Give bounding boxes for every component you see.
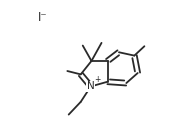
Text: N: N <box>87 81 95 91</box>
Text: +: + <box>94 75 100 85</box>
Text: I⁻: I⁻ <box>38 11 48 24</box>
